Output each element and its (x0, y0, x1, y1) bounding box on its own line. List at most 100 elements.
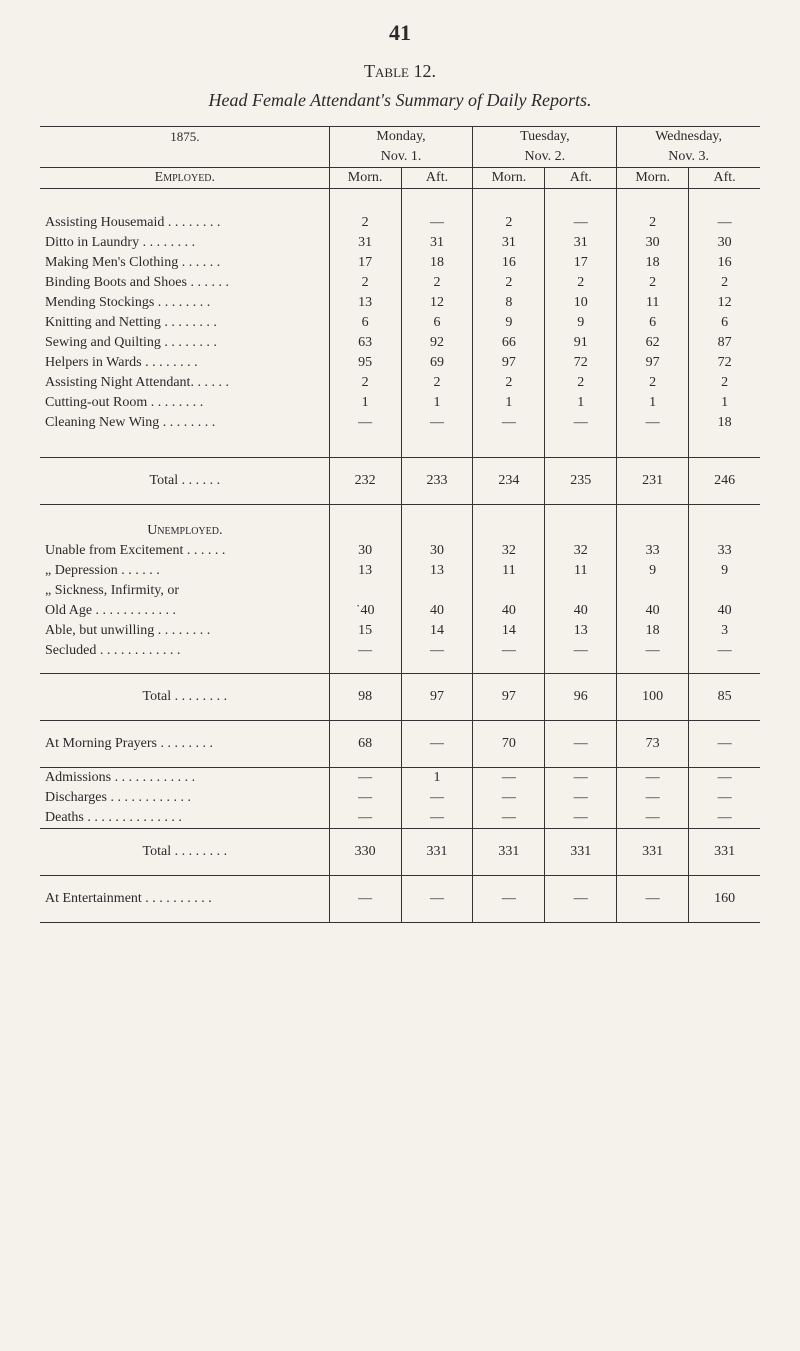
unemployed-row-value: 40 (545, 601, 617, 621)
grand-total-v3: 331 (545, 829, 617, 876)
employed-row-value: 2 (689, 373, 760, 393)
unemployed-row-value: 30 (329, 541, 401, 561)
sub-aft-1: Aft. (401, 168, 473, 189)
header-mon-name: Monday, (329, 127, 473, 148)
prayers-v4: 73 (617, 721, 689, 768)
employed-row-value: 1 (689, 393, 760, 413)
unemployed-row-value: — (689, 641, 760, 661)
employed-total-v4: 231 (617, 458, 689, 505)
employed-row-value: 2 (617, 213, 689, 233)
table-title: Head Female Attendant's Summary of Daily… (40, 90, 760, 111)
employed-row-label: Sewing and Quilting . . . . . . . . (40, 333, 329, 353)
admissions-v4: — (617, 768, 689, 789)
entertainment-v4: — (617, 876, 689, 923)
unemployed-row-value: — (329, 641, 401, 661)
employed-row-value: 11 (617, 293, 689, 313)
employed-row-value: 2 (545, 273, 617, 293)
entertainment-label: At Entertainment . . . . . . . . . . (40, 876, 329, 923)
employed-row-value: 9 (545, 313, 617, 333)
sub-aft-2: Aft. (545, 168, 617, 189)
employed-row-value: — (473, 413, 545, 433)
unemployed-row-value: 14 (401, 621, 473, 641)
unemployed-row-label: Unable from Excitement . . . . . . (40, 541, 329, 561)
employed-row-value: 2 (401, 373, 473, 393)
grand-total-v0: 330 (329, 829, 401, 876)
prayers-v2: 70 (473, 721, 545, 768)
unemployed-row-label: „ Depression . . . . . . (40, 561, 329, 581)
employed-row-label: Cleaning New Wing . . . . . . . . (40, 413, 329, 433)
employed-row-label: Making Men's Clothing . . . . . . (40, 253, 329, 273)
unemployed-row-value: 11 (545, 561, 617, 581)
employed-row-value: 95 (329, 353, 401, 373)
unemployed-row-value: 3 (689, 621, 760, 641)
unemployed-row-value: 40 (473, 601, 545, 621)
employed-row-value: 1 (617, 393, 689, 413)
unemployed-total-v2: 97 (473, 674, 545, 721)
employed-row-value: 12 (401, 293, 473, 313)
prayers-v1: — (401, 721, 473, 768)
admissions-v5: — (689, 768, 760, 789)
unemployed-row-value (545, 581, 617, 601)
discharges-v5: — (689, 788, 760, 808)
header-blank (40, 147, 329, 168)
employed-row-value: 62 (617, 333, 689, 353)
employed-row-value: 9 (473, 313, 545, 333)
prayers-v0: 68 (329, 721, 401, 768)
header-tue-date: Nov. 2. (473, 147, 617, 168)
discharges-v3: — (545, 788, 617, 808)
unemployed-row-value: 9 (617, 561, 689, 581)
unemployed-total-v3: 96 (545, 674, 617, 721)
employed-total-v0: 232 (329, 458, 401, 505)
employed-row-value: 16 (689, 253, 760, 273)
employed-row-value: 2 (401, 273, 473, 293)
year-cell: 1875. (40, 127, 329, 148)
unemployed-total-v5: 85 (689, 674, 760, 721)
employed-row-value: 1 (545, 393, 617, 413)
discharges-label: Discharges . . . . . . . . . . . . (40, 788, 329, 808)
employed-row-value: — (329, 413, 401, 433)
employed-row-value: 31 (545, 233, 617, 253)
employed-row-value: 30 (689, 233, 760, 253)
employed-row-label: Knitting and Netting . . . . . . . . (40, 313, 329, 333)
employed-row-value: 97 (473, 353, 545, 373)
entertainment-v3: — (545, 876, 617, 923)
employed-row-value: 16 (473, 253, 545, 273)
employed-row-value: — (545, 413, 617, 433)
grand-total-v5: 331 (689, 829, 760, 876)
deaths-v5: — (689, 808, 760, 829)
header-mon-date: Nov. 1. (329, 147, 473, 168)
header-wed-date: Nov. 3. (617, 147, 760, 168)
employed-row-value: 72 (545, 353, 617, 373)
entertainment-v5: 160 (689, 876, 760, 923)
header-tue-name: Tuesday, (473, 127, 617, 148)
entertainment-v2: — (473, 876, 545, 923)
unemployed-row-value (617, 581, 689, 601)
employed-row-value: 92 (401, 333, 473, 353)
employed-row-value: 97 (617, 353, 689, 373)
entertainment-v0: — (329, 876, 401, 923)
employed-row-value: 1 (401, 393, 473, 413)
deaths-v0: — (329, 808, 401, 829)
employed-row-value: 1 (473, 393, 545, 413)
employed-row-value: 31 (401, 233, 473, 253)
employed-row-value: 6 (689, 313, 760, 333)
unemployed-row-value: 14 (473, 621, 545, 641)
deaths-v4: — (617, 808, 689, 829)
employed-total-v3: 235 (545, 458, 617, 505)
employed-row-value: 1 (329, 393, 401, 413)
grand-total-label: Total . . . . . . . . (40, 829, 329, 876)
employed-row-value: — (689, 213, 760, 233)
employed-row-label: Assisting Night Attendant. . . . . . (40, 373, 329, 393)
unemployed-row-value (329, 581, 401, 601)
unemployed-row-value (401, 581, 473, 601)
admissions-label: Admissions . . . . . . . . . . . . (40, 768, 329, 789)
unemployed-row-label: Able, but unwilling . . . . . . . . (40, 621, 329, 641)
employed-heading: Employed. (40, 168, 329, 189)
unemployed-row-value (473, 581, 545, 601)
unemployed-row-value: — (617, 641, 689, 661)
employed-row-value: 31 (473, 233, 545, 253)
entertainment-v1: — (401, 876, 473, 923)
title-text: Head Female Attendant's Summary of Daily (209, 90, 531, 110)
discharges-v0: — (329, 788, 401, 808)
employed-row-value: 69 (401, 353, 473, 373)
